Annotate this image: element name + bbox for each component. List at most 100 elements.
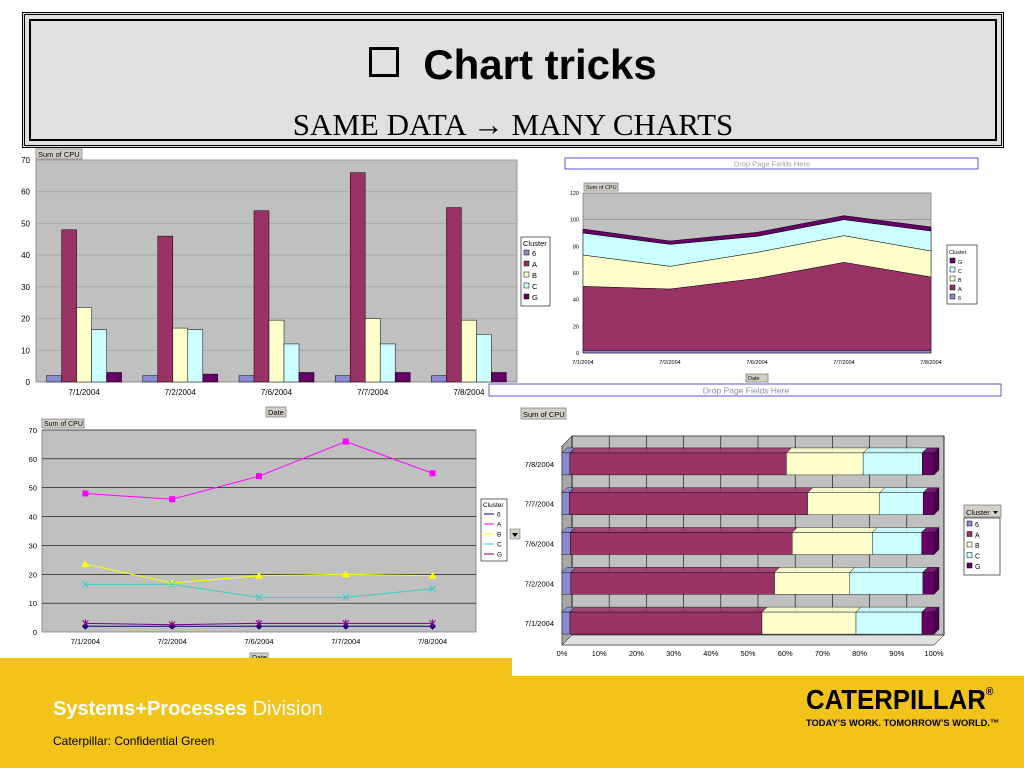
bar-end-7/1/2004	[933, 606, 940, 635]
x-tick-label: 20%	[629, 649, 644, 658]
bar-C-7/2/2004	[849, 572, 924, 595]
slide-title-text: Chart tricks	[423, 41, 657, 88]
marker-G	[342, 619, 350, 628]
dropdown-arrow-icon	[993, 511, 998, 514]
bar-A-7/7/2004	[569, 492, 808, 515]
division-label: Systems+Processes Division	[53, 698, 323, 721]
y-tick-label: 70	[29, 426, 37, 435]
x-tick-label: 90%	[889, 649, 904, 658]
bar-top-A-7/1/2004	[569, 606, 768, 613]
bar-B-7/6/2004	[791, 532, 873, 555]
bar-top-A-7/2/2004	[570, 567, 781, 573]
bar-A-7/8/2004	[569, 452, 787, 476]
x-tick-label: 50%	[740, 649, 755, 658]
y-tick-label: 80	[573, 244, 579, 250]
bar-G-7/6/2004	[298, 372, 315, 383]
bar-G-7/1/2004	[921, 611, 935, 635]
bar-C-7/1/2004	[91, 329, 107, 383]
bar-top-A-7/6/2004	[569, 527, 798, 533]
x-tick-label: 7/6/2004	[746, 360, 767, 366]
plot-floor	[561, 634, 945, 646]
bar-C-7/2/2004	[187, 329, 204, 383]
legend-title-bg	[963, 504, 1002, 518]
x-tick-label: 30%	[666, 649, 681, 658]
chart-clustered-column: 0 10 20 30 40 50 60 70 7/1/2004 7/2/2004 7/6/2004 7…	[21, 148, 551, 418]
x-tick-label: 7/6/2004	[261, 388, 293, 397]
x-tick-label: 60%	[778, 649, 793, 658]
bar-A-7/1/2004	[61, 229, 77, 383]
bar-C-7/7/2004	[379, 343, 396, 383]
y-tick-label: 7/7/2004	[525, 500, 554, 509]
confidential-label: Caterpillar: Confidential Green	[53, 734, 215, 748]
field-button-sum-of-cpu: Sum of CPU	[38, 150, 80, 159]
x-tick-label: 40%	[703, 649, 718, 658]
bar-top-A-7/8/2004	[569, 447, 792, 454]
legend-swatch-G	[949, 257, 956, 264]
y-tick-label: 40	[29, 513, 37, 522]
bar-G-7/2/2004	[922, 572, 935, 595]
marker-A	[429, 470, 436, 477]
bar-B-7/1/2004	[761, 611, 857, 635]
bar-6-7/6/2004	[561, 532, 571, 555]
marker-G	[82, 619, 89, 628]
legend-title: Cluster	[523, 239, 547, 248]
field-button-sum-of-cpu-bg	[35, 148, 83, 160]
caterpillar-logo: CATERPILLAR® TODAY’S WORK. TOMORROW’S WO…	[806, 684, 1000, 729]
marker-G	[255, 619, 263, 628]
marker-A	[169, 496, 176, 503]
bar-C-7/7/2004	[879, 492, 924, 515]
field-button-date-bg	[745, 373, 769, 383]
legend-label-6: 6	[975, 522, 979, 529]
y-tick-label: 60	[573, 271, 579, 277]
bar-C-7/6/2004	[283, 343, 300, 383]
marker-B	[81, 560, 90, 568]
bar-6-7/1/2004	[561, 611, 571, 635]
field-button-sum-of-cpu: Sum of CPU	[523, 410, 565, 419]
legend-label-B: B	[975, 543, 980, 550]
x-tick-label: 70%	[815, 649, 830, 658]
y-tick-label: 50	[21, 219, 30, 228]
x-tick-label: 7/8/2004	[920, 360, 941, 366]
x-tick-label: 7/1/2004	[572, 360, 593, 366]
bar-C-7/6/2004	[872, 532, 922, 555]
field-button-sum-of-cpu: Sum of CPU	[586, 185, 617, 191]
legend-label-C: C	[958, 269, 962, 275]
x-tick-label: 7/8/2004	[453, 388, 485, 397]
bar-G-7/2/2004	[202, 373, 219, 383]
logo-tagline: TODAY’S WORK. TOMORROW’S WORLD.™	[806, 718, 1000, 729]
bar-B-7/7/2004	[807, 492, 881, 515]
x-tick-label: 100%	[924, 649, 944, 658]
marker-B	[255, 571, 263, 579]
field-button-sum-of-cpu-bg	[520, 407, 567, 420]
legend-swatch-6	[523, 249, 530, 256]
bar-B-7/2/2004	[774, 572, 851, 595]
legend-swatch-G	[523, 293, 530, 300]
x-tick-label: 7/2/2004	[165, 388, 197, 397]
y-tick-label: 7/2/2004	[525, 579, 554, 588]
x-tick-label: 7/7/2004	[357, 388, 389, 397]
legend-label-A: A	[532, 260, 537, 269]
page-field-text: Drop Page Fields Here	[734, 160, 810, 169]
y-tick-label: 40	[21, 251, 30, 260]
legend-label-A: A	[975, 533, 980, 540]
area-G	[582, 215, 932, 245]
legend-label-B: B	[497, 532, 501, 539]
legend-label-G: G	[497, 552, 502, 559]
y-tick-label: 40	[573, 298, 579, 304]
marker-C	[429, 585, 436, 593]
bar-B-7/2/2004	[172, 327, 189, 383]
title-inner-border	[29, 19, 997, 141]
legend-swatch-C	[949, 266, 956, 273]
legend-label-6: 6	[497, 512, 501, 519]
y-tick-label: 60	[21, 188, 30, 197]
bar-6-7/2/2004	[561, 572, 572, 595]
field-button-sum-of-cpu-bg	[41, 418, 85, 429]
legend-swatch-C	[966, 552, 973, 558]
field-button-date-bg	[265, 406, 287, 418]
chart-stacked-area: Drop Page Fields Here 0 20 40 60 80 100 120 7/1/…	[564, 157, 979, 383]
bar-A-7/2/2004	[157, 235, 174, 383]
slide-title: Chart tricks	[25, 41, 1001, 89]
marker-B	[428, 571, 437, 579]
division-bold: Systems+Processes	[53, 698, 248, 720]
bar-A-7/6/2004	[253, 210, 270, 383]
